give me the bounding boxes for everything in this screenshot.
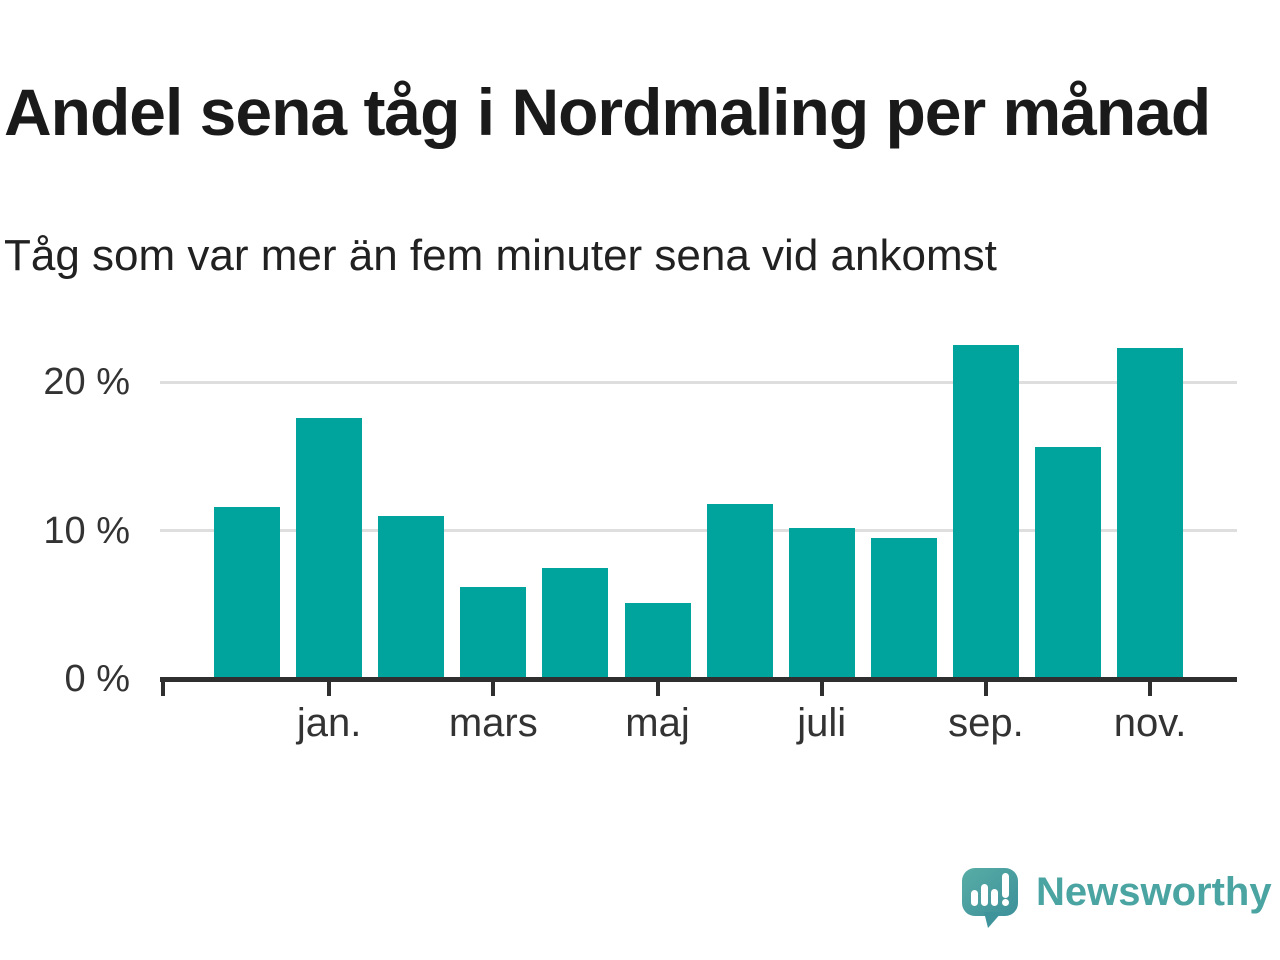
bar-month-7 (706, 503, 773, 679)
bar-month-11 (1035, 447, 1101, 679)
x-tick-juli (819, 679, 824, 696)
bar-month-6 (624, 603, 691, 679)
x-tick-nov (1148, 679, 1153, 696)
bar-month-4 (460, 586, 527, 679)
x-tick-label-nov: nov. (1113, 701, 1187, 745)
x-tick-label-juli: juli (797, 701, 847, 745)
x-tick-sep (983, 679, 988, 696)
newsworthy-bubble-chart-icon (962, 868, 1018, 928)
y-tick-label-20-percent: 20 % (43, 361, 130, 403)
x-tick-mars (491, 679, 496, 696)
bar-month-12 (1117, 347, 1184, 679)
y-tick-label-10-percent: 10 % (43, 509, 130, 552)
newsworthy-wordmark: Newsworthy (1036, 870, 1272, 914)
x-axis-start-tick (161, 679, 165, 696)
gridline-20-percent (160, 380, 1237, 384)
gridline-10-percent (160, 529, 1237, 532)
bar-month-8 (788, 527, 855, 679)
x-tick-label-sep: sep. (948, 701, 1024, 745)
x-tick-label-maj: maj (625, 701, 690, 745)
x-axis-line (160, 677, 1237, 682)
bar-month-1 (214, 506, 280, 679)
newsworthy-logo: Newsworthy (958, 856, 1278, 936)
page-title: Andel sena tåg i Nordmaling per månad (4, 75, 1211, 150)
chart-subtitle: Tåg som var mer än fem minuter sena vid … (4, 231, 997, 280)
x-tick-label-mars: mars (448, 701, 538, 745)
bar-month-10 (952, 344, 1019, 679)
x-tick-jan (327, 679, 332, 696)
bar-month-5 (542, 567, 609, 679)
y-tick-label-0-percent: 0 % (64, 658, 130, 700)
bar-month-2 (296, 417, 363, 679)
x-tick-label-jan: jan. (296, 701, 362, 745)
bar-month-9 (870, 537, 937, 679)
bar-month-3 (378, 515, 445, 679)
x-tick-maj (655, 679, 660, 696)
